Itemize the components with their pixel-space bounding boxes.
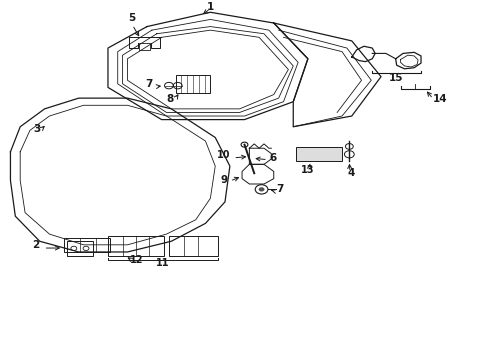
Text: 11: 11: [156, 258, 169, 268]
Text: 4: 4: [346, 168, 354, 178]
Bar: [64, 238, 110, 252]
Text: 6: 6: [268, 153, 276, 163]
Text: 5: 5: [127, 13, 135, 23]
Text: 1: 1: [206, 2, 214, 12]
Text: 15: 15: [387, 73, 402, 83]
Text: 2: 2: [32, 240, 40, 250]
Circle shape: [258, 187, 264, 192]
Bar: [139, 43, 150, 50]
Text: 8: 8: [166, 94, 174, 104]
Bar: [108, 236, 163, 256]
Bar: [66, 240, 93, 256]
Text: 13: 13: [301, 165, 314, 175]
Text: 7: 7: [145, 80, 153, 89]
Text: 3: 3: [34, 124, 41, 134]
Bar: [168, 236, 217, 256]
Text: 9: 9: [220, 175, 227, 185]
Text: 14: 14: [432, 94, 447, 104]
Text: 7: 7: [276, 184, 283, 194]
Bar: [176, 75, 210, 93]
Text: 12: 12: [129, 256, 142, 265]
Bar: [295, 147, 341, 161]
Text: 10: 10: [217, 150, 230, 160]
